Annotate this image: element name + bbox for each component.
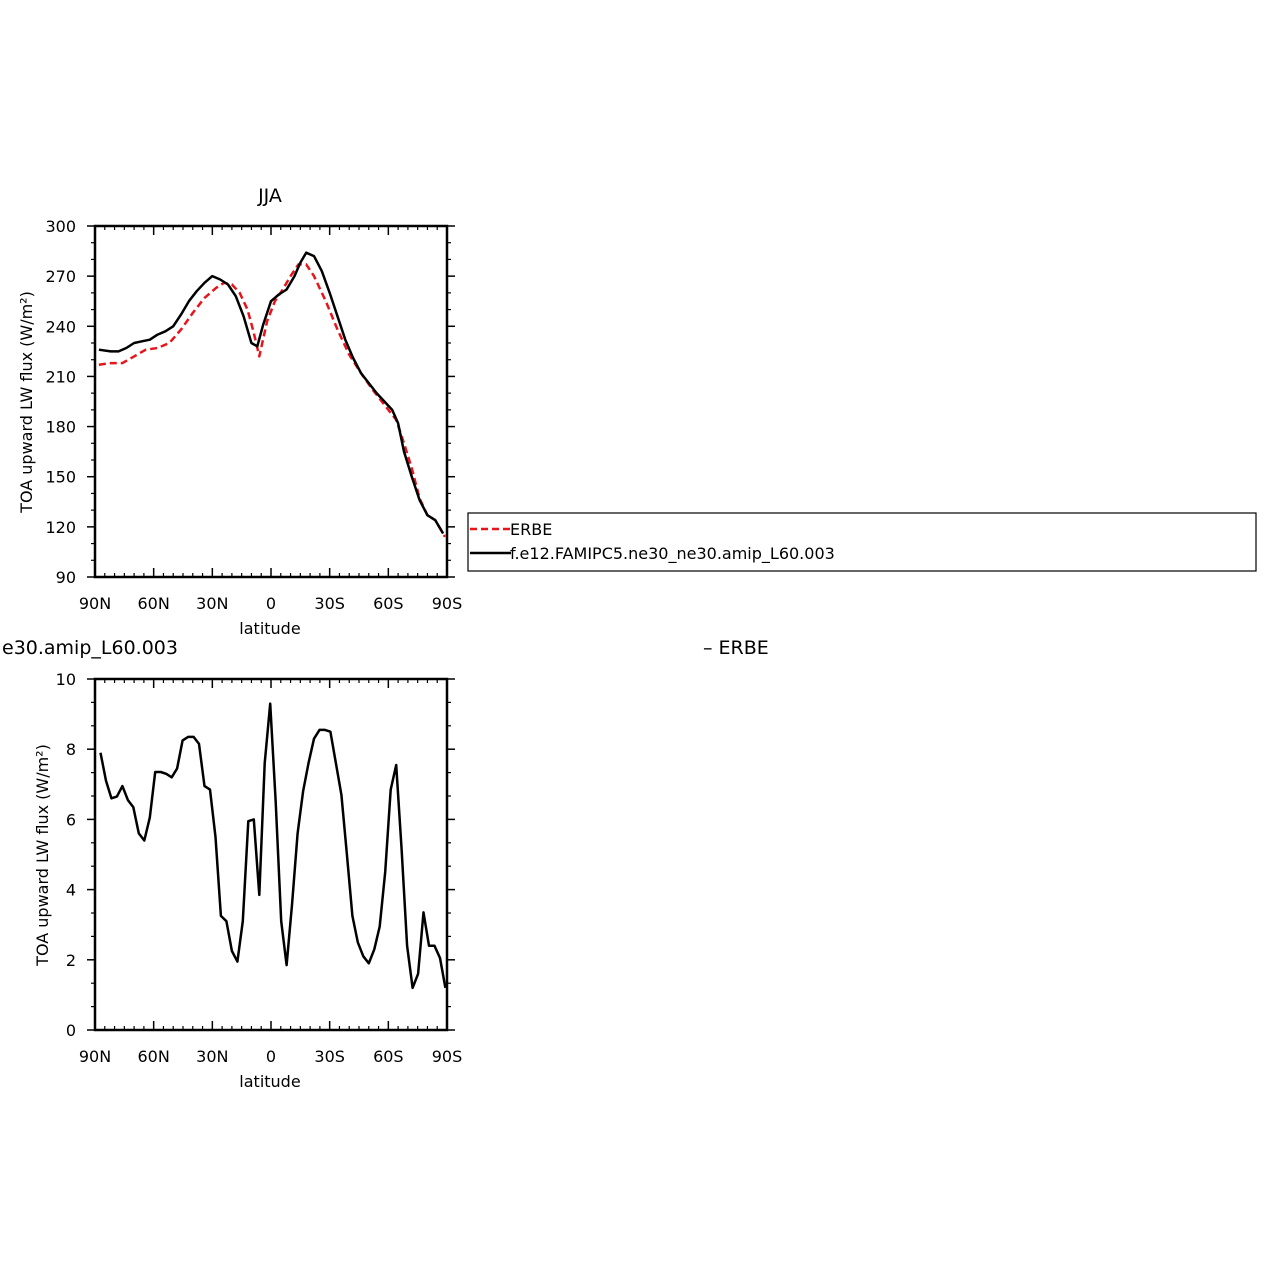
top-y-tick-label: 120 — [45, 518, 76, 537]
bottom-chart-title-left: e30.amip_L60.003 — [2, 637, 178, 659]
bottom-y-tick-label: 10 — [56, 670, 76, 689]
top-x-tick-label: 90N — [79, 594, 111, 613]
bottom-y-tick-label: 2 — [66, 951, 76, 970]
bottom-chart: e30.amip_L60.003 – ERBE 90N 60N 30N 0 30S 60S… — [2, 637, 769, 1091]
bottom-series-line-0 — [99, 702, 447, 990]
bottom-x-tick-label: 90S — [432, 1047, 463, 1066]
top-x-tick-label: 0 — [266, 594, 276, 613]
top-y-tick-label: 180 — [45, 418, 76, 437]
bottom-x-tick-label: 90N — [79, 1047, 111, 1066]
bottom-x-tick-label: 30N — [196, 1047, 228, 1066]
top-x-tick-label: 60N — [138, 594, 170, 613]
top-x-tick-label: 60S — [373, 594, 404, 613]
legend-label-model: f.e12.FAMIPC5.ne30_ne30.amip_L60.003 — [510, 544, 835, 564]
bottom-x-axis-title: latitude — [239, 1072, 300, 1091]
bottom-y-tick-label: 4 — [66, 881, 76, 900]
top-x-tick-label: 30S — [314, 594, 345, 613]
top-series-line-1 — [98, 251, 445, 535]
bottom-x-tick-label: 30S — [314, 1047, 345, 1066]
top-chart: JJA 90N 60N 30N 0 30S 60S 90S 90 120 150 180 210 240… — [17, 185, 462, 638]
bottom-y-tick-label: 6 — [66, 810, 76, 829]
legend: ERBE f.e12.FAMIPC5.ne30_ne30.amip_L60.00… — [467, 512, 1257, 572]
bottom-y-axis-title: TOA upward LW flux (W/m²) — [33, 744, 52, 967]
top-y-tick-label: 300 — [45, 217, 76, 236]
top-y-tick-label: 270 — [45, 267, 76, 286]
top-chart-title: JJA — [257, 185, 282, 207]
legend-label-erbe: ERBE — [510, 520, 552, 539]
top-y-tick-label: 90 — [56, 568, 76, 587]
top-x-tick-label: 90S — [432, 594, 463, 613]
bottom-chart-title-right: – ERBE — [703, 637, 769, 659]
bottom-y-tick-label: 0 — [66, 1021, 76, 1040]
top-y-tick-label: 210 — [45, 367, 76, 386]
top-y-tick-label: 240 — [45, 317, 76, 336]
top-x-axis-title: latitude — [239, 619, 300, 638]
bottom-x-tick-label: 60S — [373, 1047, 404, 1066]
top-y-tick-label: 150 — [45, 468, 76, 487]
bottom-x-tick-label: 60N — [138, 1047, 170, 1066]
bottom-x-tick-label: 0 — [266, 1047, 276, 1066]
bottom-y-tick-label: 8 — [66, 740, 76, 759]
top-x-tick-label: 30N — [196, 594, 228, 613]
top-y-axis-title: TOA upward LW flux (W/m²) — [17, 291, 36, 514]
legend-box — [467, 512, 1257, 572]
